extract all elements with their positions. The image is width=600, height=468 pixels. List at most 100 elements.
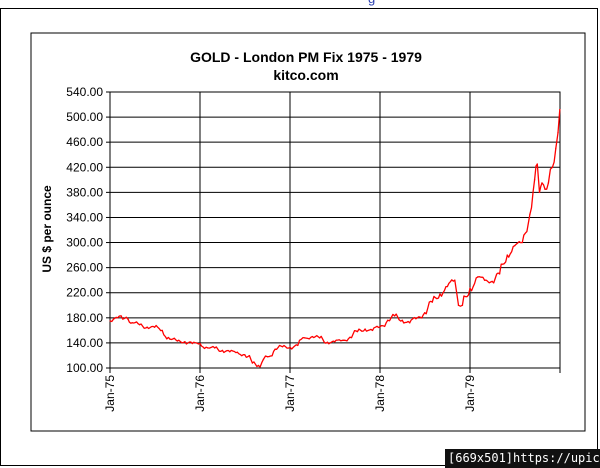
data-point	[304, 337, 306, 339]
data-point	[311, 335, 313, 338]
data-point	[409, 322, 411, 324]
data-point	[491, 280, 493, 283]
y-axis-ticks: 540.00 500.00 460.00 420.00 380.00 340.00 300.…	[66, 85, 110, 375]
y-tick-label: 420.00	[66, 160, 103, 174]
data-point	[127, 318, 129, 320]
y-tick-label: 300.00	[66, 236, 103, 250]
data-point	[229, 351, 231, 353]
data-point	[424, 312, 426, 314]
data-point	[251, 362, 254, 364]
y-tick-label: 500.00	[66, 110, 103, 124]
data-point	[184, 341, 186, 343]
data-point	[498, 273, 501, 275]
y-tick-label: 220.00	[66, 286, 103, 300]
data-point	[401, 319, 403, 321]
y-tick-label: 460.00	[66, 135, 103, 149]
plot-area-border	[109, 91, 561, 369]
y-tick-label: 180.00	[66, 311, 103, 325]
data-point	[169, 338, 171, 340]
data-point	[559, 108, 561, 111]
data-point	[123, 317, 126, 320]
data-point	[274, 348, 276, 350]
image-size-watermark: [669x501]https://upic.me/	[445, 449, 600, 468]
x-tick-label: Jan-77	[283, 375, 297, 412]
data-point	[514, 245, 516, 247]
data-point	[341, 339, 344, 342]
y-tick-label: 380.00	[66, 185, 103, 199]
y-tick-label: 540.00	[66, 85, 103, 99]
data-point	[176, 340, 178, 342]
data-point	[262, 358, 265, 360]
top-clipped-text: g	[0, 0, 600, 8]
data-point	[547, 182, 550, 184]
data-point	[557, 132, 559, 134]
gold-price-line	[110, 109, 561, 368]
data-point	[116, 317, 119, 319]
data-point	[109, 320, 111, 322]
x-axis-ticks: Jan-75 Jan-76 Jan-77 Jan-78 Jan-79	[103, 368, 561, 412]
chart-subtitle: kitco.com	[273, 67, 338, 83]
data-point	[364, 328, 366, 330]
data-point	[206, 347, 209, 349]
data-point	[379, 325, 381, 328]
data-point	[387, 319, 389, 321]
data-point	[356, 330, 359, 333]
y-tick-label: 140.00	[66, 336, 103, 350]
data-point	[416, 317, 418, 319]
data-point	[257, 364, 260, 367]
data-point	[454, 279, 456, 281]
data-point	[334, 341, 336, 343]
data-point	[120, 315, 122, 317]
data-point	[544, 188, 546, 190]
data-point	[244, 354, 246, 356]
data-point	[538, 191, 541, 194]
data-point	[221, 349, 224, 352]
data-point	[431, 301, 433, 303]
chart-frame	[0, 8, 598, 466]
data-point	[469, 287, 471, 289]
data-point	[551, 166, 554, 168]
y-axis-label: US $ per ounce	[40, 185, 54, 273]
data-point	[112, 318, 115, 320]
data-point	[289, 346, 291, 348]
data-point	[214, 347, 216, 349]
data-point	[236, 351, 239, 353]
data-point	[393, 315, 396, 317]
data-point	[477, 276, 479, 278]
data-point	[483, 279, 486, 281]
y-tick-label: 340.00	[66, 210, 103, 224]
data-point	[461, 304, 464, 306]
data-point	[297, 344, 299, 347]
x-tick-label: Jan-78	[373, 375, 387, 412]
data-point	[446, 285, 449, 288]
y-tick-label: 260.00	[66, 261, 103, 275]
x-tick-label: Jan-75	[103, 375, 117, 412]
data-point	[371, 329, 374, 332]
data-point	[131, 322, 133, 324]
data-point	[281, 346, 284, 348]
data-point	[319, 337, 321, 339]
data-point	[529, 213, 531, 215]
data-point	[439, 293, 441, 295]
data-point	[153, 326, 156, 328]
gold-price-points	[109, 108, 561, 367]
data-point	[506, 254, 508, 256]
x-tick-label: Jan-76	[193, 375, 207, 412]
data-point	[349, 336, 351, 338]
data-point	[555, 147, 557, 150]
data-point	[536, 163, 538, 165]
grid-lines	[110, 91, 560, 369]
data-point	[199, 342, 201, 345]
inner-chart-border	[30, 32, 586, 432]
data-point	[533, 179, 536, 181]
data-point	[326, 341, 329, 343]
data-point	[266, 356, 269, 358]
x-tick-label: Jan-79	[463, 375, 477, 412]
data-point	[146, 326, 148, 328]
data-point	[457, 304, 460, 306]
clipped-text-fragment: g	[368, 0, 375, 6]
data-point	[521, 241, 523, 244]
chart-title: GOLD - London PM Fix 1975 - 1979	[190, 49, 422, 65]
data-point	[541, 182, 543, 184]
